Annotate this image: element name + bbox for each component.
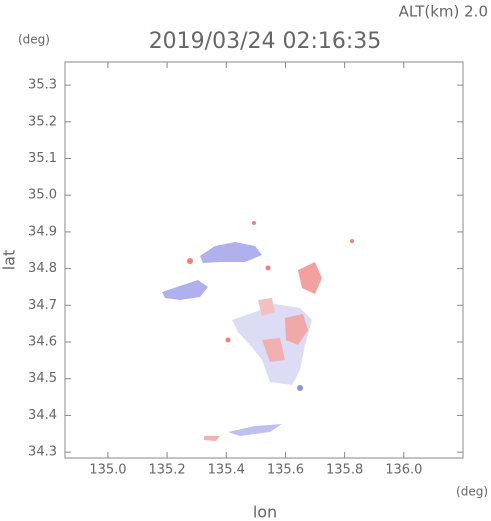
echo-blob bbox=[200, 242, 262, 263]
echo-blob bbox=[162, 280, 208, 300]
x-tick-label: 136.0 bbox=[385, 463, 422, 478]
echo-dot bbox=[265, 265, 271, 271]
y-tick-label: 34.5 bbox=[28, 371, 57, 386]
echo-blob bbox=[298, 262, 322, 294]
y-unit: (deg) bbox=[18, 33, 50, 47]
y-tick-label: 35.3 bbox=[28, 78, 57, 93]
x-axis-label: lon bbox=[253, 503, 277, 521]
echo-blob bbox=[262, 338, 285, 362]
x-tick-label: 135.0 bbox=[89, 463, 126, 478]
y-tick-label: 35.1 bbox=[28, 151, 57, 166]
y-tick-label: 35.0 bbox=[28, 188, 57, 203]
echo-dot bbox=[350, 239, 354, 243]
echo-dot bbox=[252, 221, 256, 225]
y-tick-label: 35.2 bbox=[28, 114, 57, 129]
x-unit: (deg) bbox=[456, 485, 488, 499]
y-tick-label: 34.3 bbox=[28, 445, 57, 460]
y-tick-label: 34.6 bbox=[28, 335, 57, 350]
y-axis-label: lat bbox=[0, 250, 19, 271]
echo-dot bbox=[187, 258, 193, 264]
echo-dot bbox=[297, 385, 303, 391]
echo-field bbox=[162, 221, 354, 441]
x-tick-label: 135.6 bbox=[267, 463, 304, 478]
y-tick-label: 34.4 bbox=[28, 408, 57, 423]
x-tick-label: 135.2 bbox=[148, 463, 185, 478]
echo-blob bbox=[285, 314, 308, 345]
echo-blob bbox=[258, 298, 275, 316]
echo-blob bbox=[204, 436, 220, 441]
y-tick-label: 34.8 bbox=[28, 261, 57, 276]
x-tick-label: 135.4 bbox=[208, 463, 245, 478]
chart-title: 2019/03/24 02:16:35 bbox=[149, 29, 382, 54]
echo-blob bbox=[228, 424, 282, 436]
y-tick-label: 34.9 bbox=[28, 224, 57, 239]
echo-dot bbox=[225, 337, 231, 343]
plot-frame bbox=[64, 61, 464, 459]
altitude-label: ALT(km) 2.0 bbox=[399, 3, 488, 21]
x-tick-label: 135.8 bbox=[326, 463, 363, 478]
y-tick-label: 34.7 bbox=[28, 298, 57, 313]
